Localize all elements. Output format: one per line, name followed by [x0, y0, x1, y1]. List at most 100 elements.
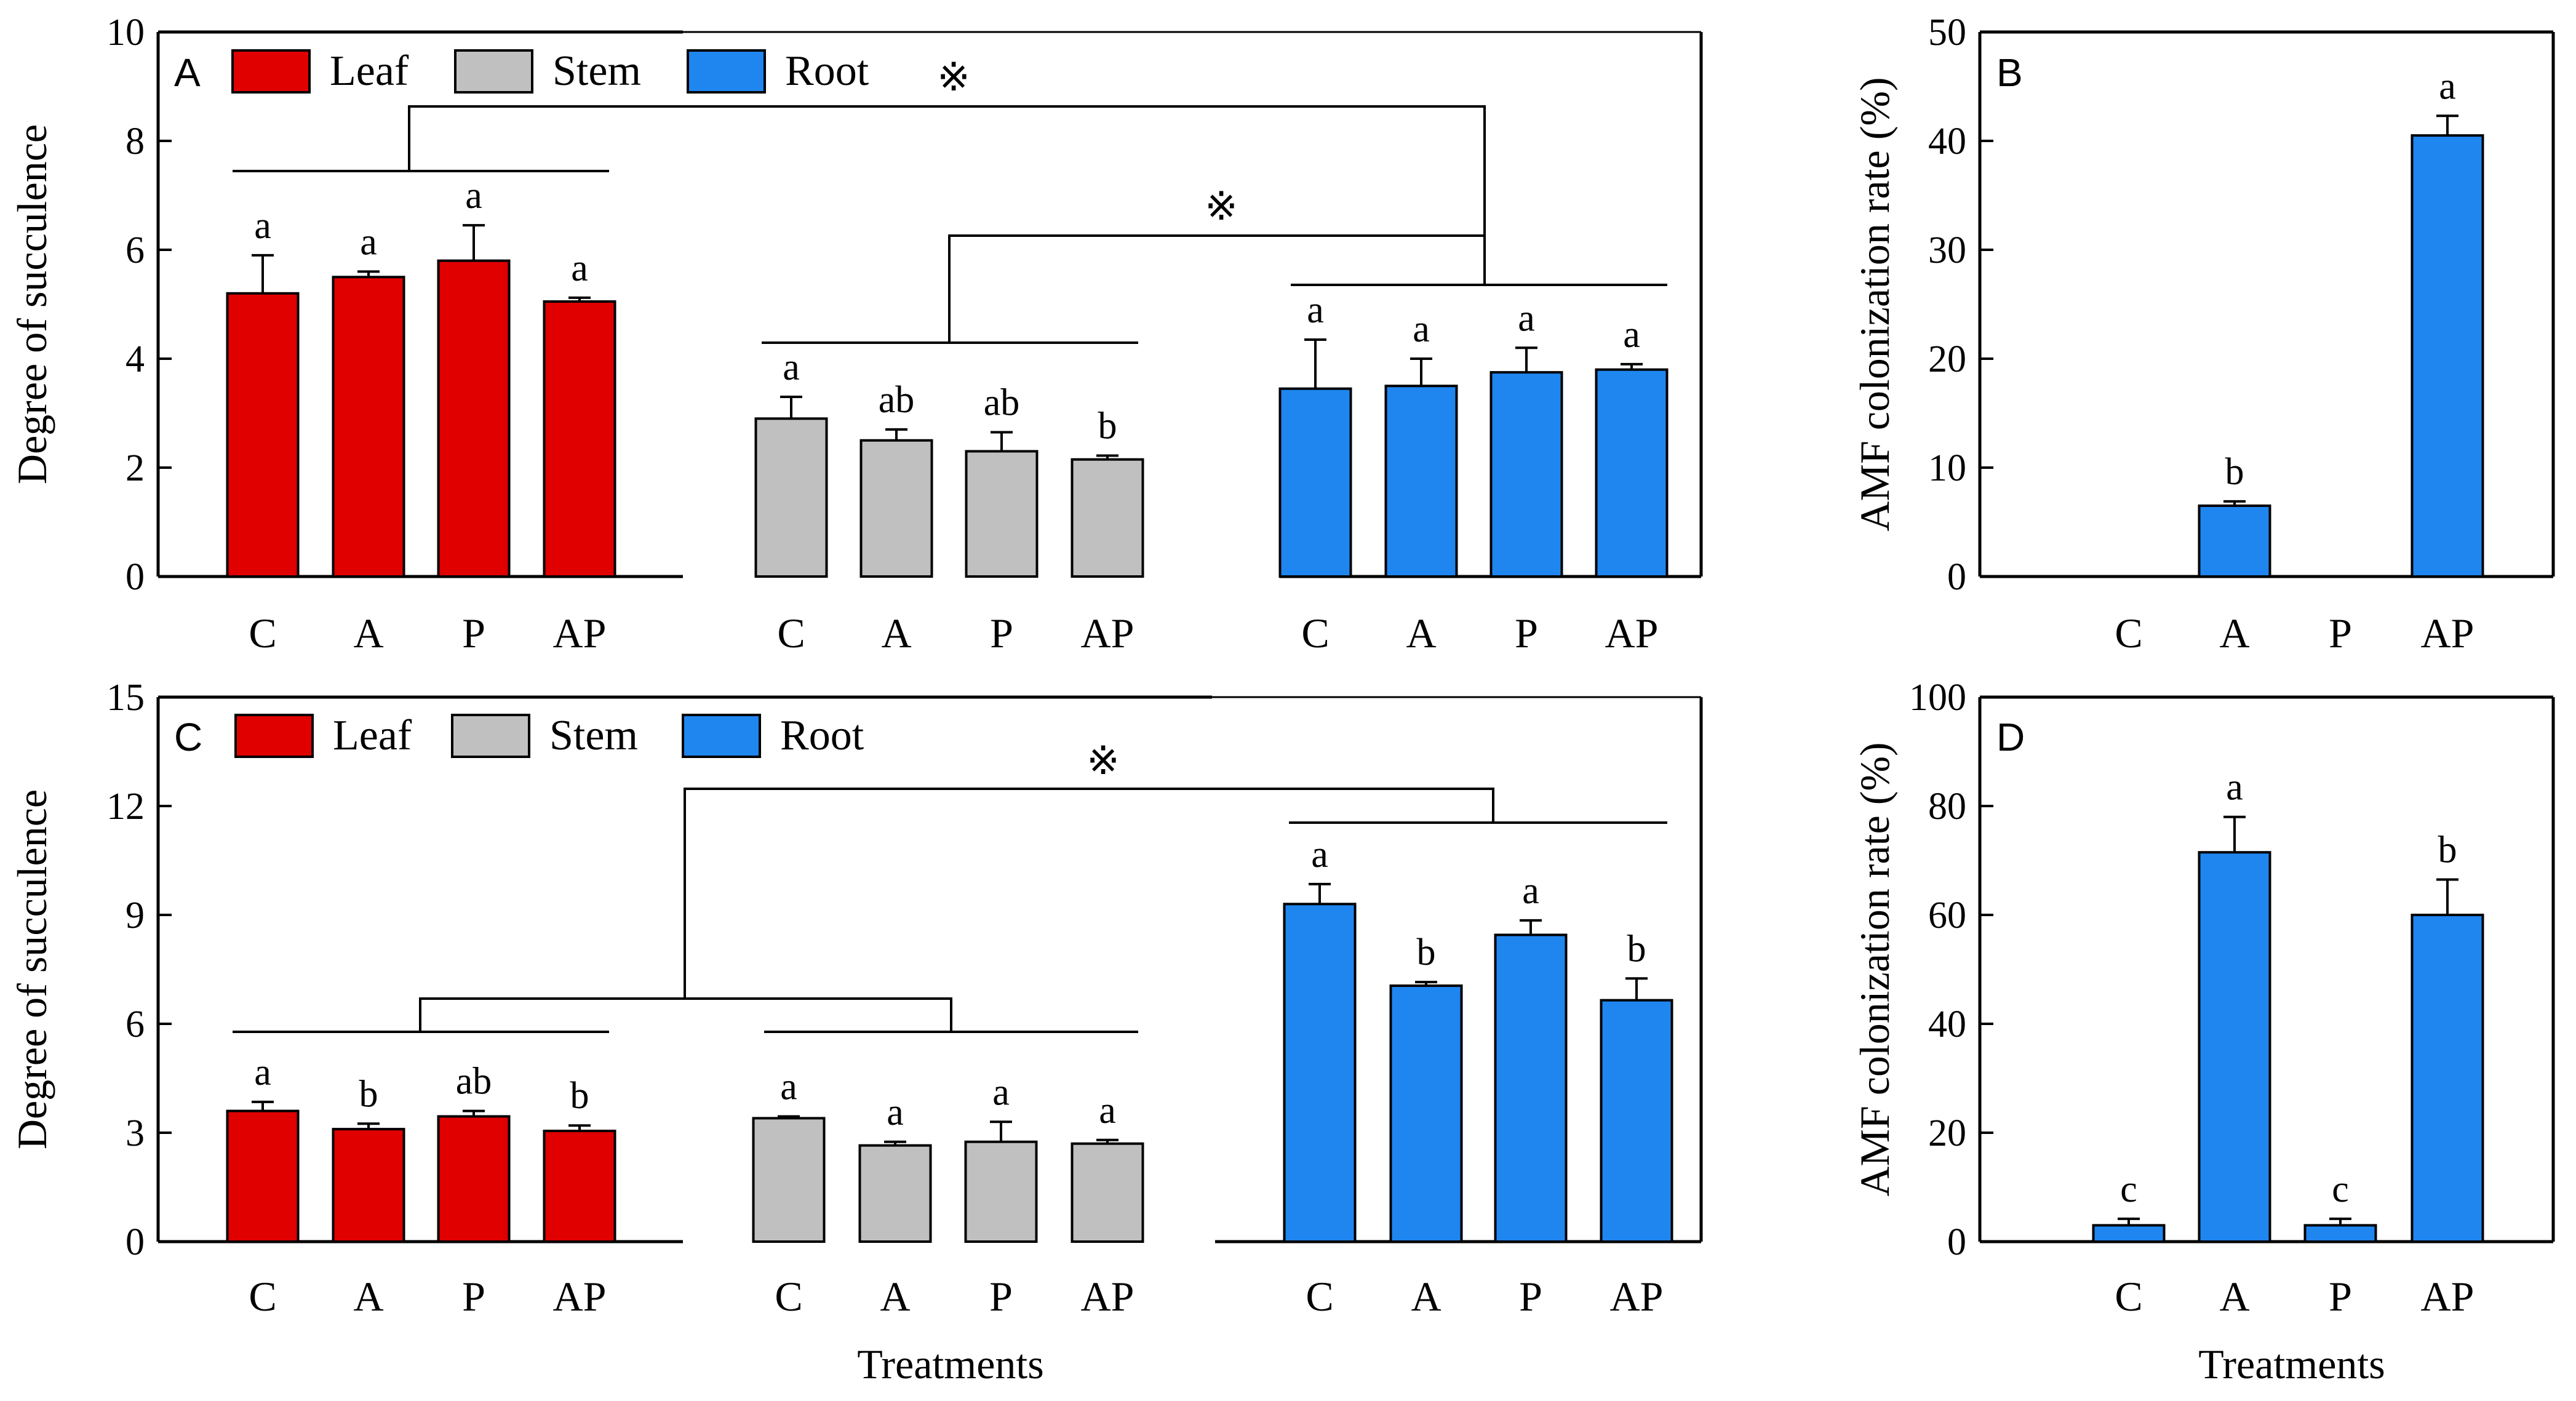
panel-A-category-label: AP [1605, 610, 1659, 657]
panel-D-y-tick-label: 20 [1928, 1112, 1966, 1154]
panel-C-y-tick-label: 12 [106, 786, 145, 828]
panel-D-bar-root-A [2198, 851, 2271, 1243]
panel-C-sig-letter: b [1627, 928, 1646, 970]
panel-C-y-tick-label: 6 [126, 1004, 145, 1045]
panel-C-category-label: P [989, 1273, 1013, 1320]
panel-A-sig-letter: a [360, 221, 377, 263]
panel-D-x-axis-title: Treatments [2198, 1341, 2385, 1387]
panel-A-y-tick-label: 4 [126, 338, 145, 380]
legend-label-leaf: Leaf [330, 47, 409, 95]
legend-swatch-stem [454, 49, 533, 94]
panel-C-sig-letter: b [1417, 932, 1436, 973]
panel-C-bar-root-AP [1600, 999, 1673, 1243]
panel-C-sig-letter: b [570, 1075, 589, 1117]
panel-C-bar-stem-P [964, 1140, 1038, 1243]
panel-A-bar-stem-AP [1071, 458, 1144, 578]
panel-A-bar-root-AP [1595, 368, 1669, 578]
panel-B-sig-letter: b [2225, 451, 2244, 493]
panel-A-category-label: P [1515, 610, 1538, 657]
panel-D-category-label: C [2115, 1273, 2142, 1320]
panel-D-sig-letter: c [2120, 1168, 2137, 1210]
legend-label-root: Root [785, 47, 869, 95]
panel-C-bar-leaf-AP [543, 1130, 616, 1243]
panel-A-sig-letter: a [1518, 297, 1535, 339]
panel-C-sig-letter: a [887, 1092, 904, 1133]
legend-swatch-root [687, 49, 766, 94]
panel-B-y-tick-label: 20 [1928, 338, 1966, 380]
panel-C-bar-stem-A [858, 1144, 932, 1243]
panel-C-x-axis-title: Treatments [857, 1341, 1043, 1387]
panel-C-bar-stem-C [752, 1117, 826, 1243]
legend-swatch-stem [451, 714, 530, 758]
panel-B-y-tick-label: 50 [1928, 12, 1966, 54]
panel-C-shoot-root-bracket [684, 788, 1494, 999]
panel-D-y-tick-label: 0 [1947, 1221, 1966, 1263]
panel-D-category-label: AP [2421, 1273, 2474, 1320]
panel-C-bar-root-P [1494, 933, 1568, 1243]
panel-B-category-label: P [2329, 610, 2352, 657]
panel-C-leaf-stem-bracket [419, 997, 952, 1032]
panel-D-y-tick-label: 80 [1928, 786, 1966, 828]
panel-C-category-label: AP [1610, 1273, 1664, 1320]
panel-C-bar-leaf-A [332, 1128, 405, 1243]
panel-C-sig-letter: a [780, 1066, 797, 1108]
panel-A-category-label: C [249, 610, 276, 657]
panel-A-category-label: P [462, 610, 485, 657]
panel-A-letter: A [174, 50, 201, 95]
panel-D-letter: D [1996, 715, 2025, 759]
panel-D-category-label: P [2329, 1273, 2352, 1320]
panel-A-sig-letter: b [1098, 405, 1117, 447]
panel-C-category-label: A [353, 1273, 383, 1320]
panel-D-y-tick-label: 60 [1928, 895, 1966, 936]
panel-A-category-label: A [1406, 610, 1436, 657]
panel-C-sig-letter: b [359, 1073, 378, 1115]
panel-A-leaf-root-bracket [408, 105, 1486, 285]
panel-B-y-tick-label: 10 [1928, 447, 1966, 489]
legend-label-stem: Stem [552, 47, 641, 95]
panel-A-bar-root-C [1278, 387, 1352, 578]
panel-D-bar-root-P [2303, 1224, 2377, 1243]
panel-A-category-label: A [881, 610, 911, 657]
panel-A-category-label: AP [553, 610, 607, 657]
panel-A-bar-leaf-AP [543, 300, 616, 578]
panel-B-letter: B [1996, 50, 2023, 95]
panel-C-category-label: A [880, 1273, 910, 1320]
panel-A-sig-letter: a [1307, 289, 1324, 331]
panel-D-sig-letter: c [2332, 1168, 2349, 1210]
panel-A-bar-stem-C [754, 417, 828, 578]
panel-C-category-label: C [775, 1273, 802, 1320]
panel-C-y-axis-title: Degree of succulence [9, 789, 55, 1149]
legend-swatch-root [682, 714, 761, 758]
panel-A-bar-leaf-C [226, 292, 300, 578]
panel-A-sig-letter: a [465, 175, 482, 217]
panel-C-sig-letter: a [1522, 870, 1539, 912]
panel-D-y-tick-label: 100 [1909, 677, 1966, 719]
panel-A-y-tick-label: 10 [106, 12, 145, 54]
panel-A-y-axis-title: Degree of succulence [9, 124, 55, 484]
panel-C-category-label: C [249, 1273, 276, 1320]
panel-A-category-label: A [353, 610, 383, 657]
panel-D-y-axis-title: AMF colonization rate (%) [1851, 742, 1898, 1196]
legend-label-root: Root [780, 712, 864, 759]
panel-C-category-label: AP [553, 1273, 607, 1320]
panel-A-bar-leaf-A [332, 276, 405, 578]
panel-C-sig-letter: ab [456, 1061, 492, 1103]
panel-A-bar-stem-A [859, 439, 933, 578]
panel-D-sig-letter: a [2226, 767, 2243, 808]
panel-A-y-tick-label: 0 [126, 556, 145, 598]
panel-A-sig-letter: a [571, 247, 588, 289]
panel-D-bar-root-AP [2411, 914, 2484, 1243]
panel-C-y-tick-label: 0 [126, 1221, 145, 1263]
panel-A-y-tick-label: 2 [126, 447, 145, 489]
panel-A-significance-mark: ※ [1205, 184, 1238, 230]
legend-label-leaf: Leaf [333, 712, 412, 759]
panel-B-y-tick-label: 40 [1928, 121, 1966, 162]
panel-B-sig-letter: a [2439, 65, 2456, 107]
panel-A-category-label: AP [1081, 610, 1134, 657]
panel-B-category-label: C [2115, 610, 2142, 657]
panel-B-bar-root-A [2198, 504, 2271, 578]
panel-A-sig-letter: a [254, 205, 271, 247]
panel-B-bar-root-AP [2411, 134, 2484, 578]
panel-D-category-label: A [2219, 1273, 2249, 1320]
